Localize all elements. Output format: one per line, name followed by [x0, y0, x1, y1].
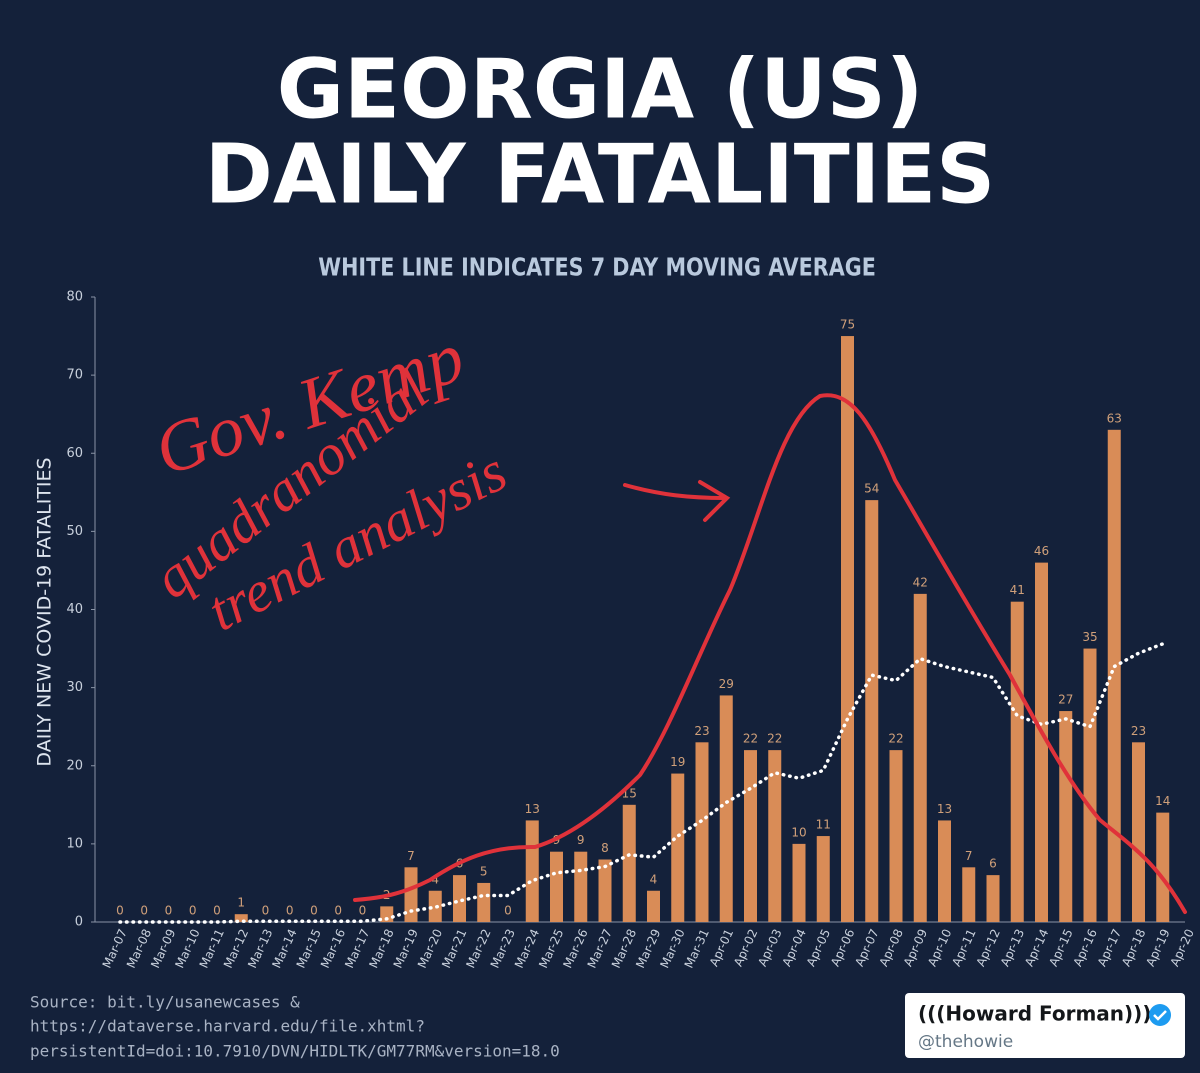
- source: https://dataverse.harvard.edu/file.xhtml…: [30, 1017, 425, 1036]
- data-label: 1: [237, 896, 245, 910]
- moving-average-line: [118, 642, 1165, 924]
- bar: [1083, 648, 1097, 922]
- y-tick-label: 20: [66, 758, 83, 773]
- y-tick-label: 50: [66, 524, 83, 539]
- bar: [671, 773, 685, 922]
- bar: [477, 882, 491, 922]
- hand-drawn-arrow: [623, 480, 731, 522]
- bar: [986, 875, 1000, 922]
- data-label: 42: [913, 575, 928, 589]
- bar: [647, 890, 660, 922]
- bar: [550, 851, 563, 922]
- data-label: 63: [1107, 411, 1122, 425]
- bar: [380, 906, 394, 922]
- data-label: 41: [1010, 583, 1025, 597]
- data-label: 27: [1058, 693, 1073, 707]
- bar: [453, 875, 466, 922]
- data-label: 0: [310, 904, 318, 918]
- bar: [1156, 812, 1170, 922]
- data-label: 10: [791, 825, 806, 839]
- data-label: 9: [577, 833, 585, 847]
- y-tick-label: 70: [66, 368, 83, 383]
- verified-check: [1153, 1010, 1167, 1021]
- bar: [768, 750, 782, 922]
- bar: [962, 867, 976, 922]
- bar: [404, 867, 418, 922]
- chart-title: DAILY FATALITIES: [205, 127, 995, 222]
- data-label: 0: [165, 904, 173, 918]
- data-label: 46: [1034, 544, 1049, 558]
- data-label: 75: [840, 318, 855, 332]
- source: Source: bit.ly/usanewcases &: [30, 993, 300, 1012]
- data-label: 11: [816, 818, 831, 832]
- data-label: 0: [359, 904, 367, 918]
- bar: [841, 336, 854, 922]
- bar: [1107, 429, 1121, 922]
- y-tick-label: 30: [66, 680, 83, 695]
- data-label: 0: [189, 904, 197, 918]
- bar: [1035, 562, 1048, 922]
- data-label: 22: [743, 732, 758, 746]
- credit-name: (((Howard Forman))): [918, 1002, 1151, 1026]
- data-label: 23: [694, 724, 709, 738]
- data-label: 23: [1131, 724, 1146, 738]
- bar: [234, 914, 248, 922]
- bar: [598, 859, 612, 922]
- subtitle: WHITE LINE INDICATES 7 DAY MOVING AVERAG…: [318, 252, 876, 281]
- data-label: 13: [525, 802, 540, 816]
- data-label: 19: [670, 755, 685, 769]
- data-label: 7: [965, 849, 973, 863]
- y-tick-label: 10: [66, 836, 83, 851]
- data-label: 5: [480, 864, 488, 878]
- bar: [695, 742, 709, 922]
- data-label: 0: [286, 904, 294, 918]
- data-label: 6: [989, 857, 997, 871]
- data-label: 0: [504, 904, 512, 918]
- data-label: 35: [1082, 630, 1097, 644]
- bar: [816, 836, 830, 922]
- credit-badge: [905, 993, 1185, 1058]
- bar: [744, 750, 757, 922]
- bar: [889, 750, 903, 922]
- hand-drawn-curve: [353, 393, 1187, 914]
- bar: [574, 851, 588, 922]
- data-label: 0: [213, 904, 221, 918]
- bar: [1010, 601, 1024, 922]
- bar: [719, 695, 733, 922]
- data-label: 29: [719, 677, 734, 691]
- data-label: 0: [262, 904, 270, 918]
- chart-title: GEORGIA (US): [277, 42, 924, 137]
- bar: [913, 593, 927, 922]
- data-label: 0: [334, 904, 342, 918]
- credit-handle: @thehowie: [918, 1032, 1013, 1052]
- bar: [525, 820, 539, 922]
- data-label: 54: [864, 482, 879, 496]
- data-label: 7: [407, 849, 415, 863]
- y-tick-label: 80: [66, 290, 83, 305]
- data-label: 22: [767, 732, 782, 746]
- bar: [792, 843, 806, 922]
- bar: [938, 820, 951, 922]
- data-label: 13: [937, 802, 952, 816]
- data-label: 0: [140, 904, 148, 918]
- data-label: 8: [601, 841, 609, 855]
- y-tick-label: 60: [66, 446, 83, 461]
- data-label: 4: [431, 872, 439, 886]
- verified-badge: [1149, 1004, 1171, 1026]
- bar: [1059, 711, 1073, 922]
- data-label: 4: [650, 872, 658, 886]
- data-label: 22: [888, 732, 903, 746]
- bar: [622, 804, 636, 922]
- data-label: 14: [1155, 794, 1170, 808]
- bar: [865, 500, 879, 922]
- bar: [1132, 742, 1145, 922]
- y-tick-label: 0: [75, 915, 83, 930]
- data-label: 0: [116, 904, 124, 918]
- y-axis-label: DAILY NEW COVID-19 FATALITIES: [34, 457, 56, 766]
- source: persistentId=doi:10.7910/DVN/HIDLTK/GM77…: [30, 1042, 560, 1061]
- y-tick-label: 40: [66, 602, 83, 617]
